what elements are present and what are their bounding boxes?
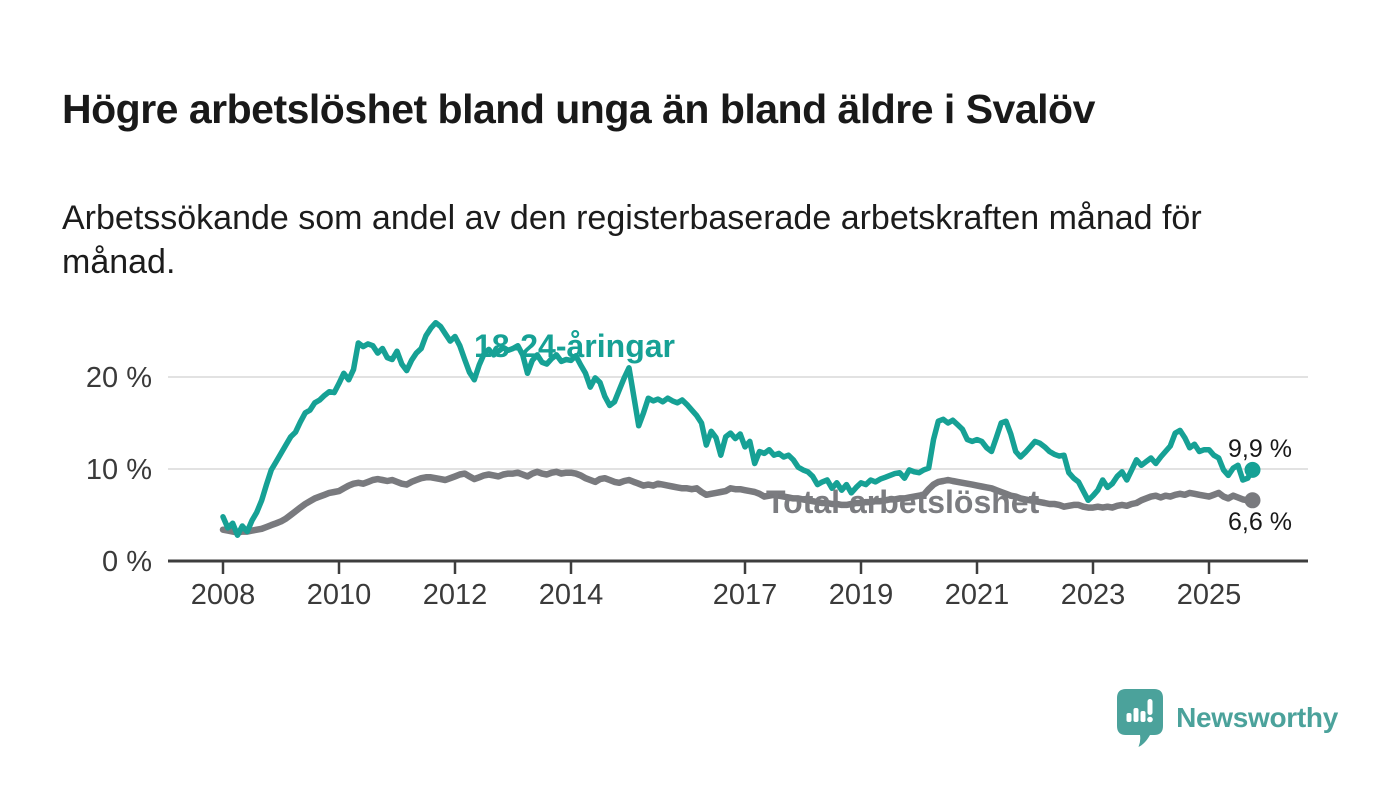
x-axis-tick-label: 2012 xyxy=(423,579,488,611)
y-axis-label: 20 % xyxy=(86,362,152,394)
x-axis-tick-label: 2010 xyxy=(307,579,372,611)
series-end-dot-total xyxy=(1244,492,1261,509)
x-axis-tick-label: 2017 xyxy=(713,579,778,611)
series-line-young xyxy=(220,319,1256,538)
series-end-dot-young xyxy=(1244,461,1261,478)
end-value-label-young: 9,9 % xyxy=(1228,435,1292,463)
y-axis-label: 0 % xyxy=(102,546,152,578)
chart-subtitle: Arbetssökande som andel av den registerb… xyxy=(62,199,1202,281)
x-axis-tick-label: 2019 xyxy=(829,579,894,611)
x-axis-tick-label: 2023 xyxy=(1061,579,1126,611)
x-axis-tick-label: 2008 xyxy=(191,579,256,611)
series-label-total: Total arbetslöshet xyxy=(766,484,1040,520)
chart-title: Högre arbetslöshet bland unga än bland ä… xyxy=(62,86,1095,133)
series-line-total xyxy=(219,468,1256,536)
series-label-young: 18-24-åringar xyxy=(474,328,675,364)
y-axis-label: 10 % xyxy=(86,454,152,486)
end-value-label-total: 6,6 % xyxy=(1228,508,1292,536)
x-axis-tick-label: 2025 xyxy=(1177,579,1242,611)
newsworthy-speech-bubble-chart-icon xyxy=(1117,689,1164,747)
x-axis-tick-label: 2014 xyxy=(539,579,604,611)
newsworthy-logo: Newsworthy xyxy=(1117,689,1338,747)
newsworthy-wordmark: Newsworthy xyxy=(1176,702,1338,733)
x-axis-tick-label: 2021 xyxy=(945,579,1010,611)
